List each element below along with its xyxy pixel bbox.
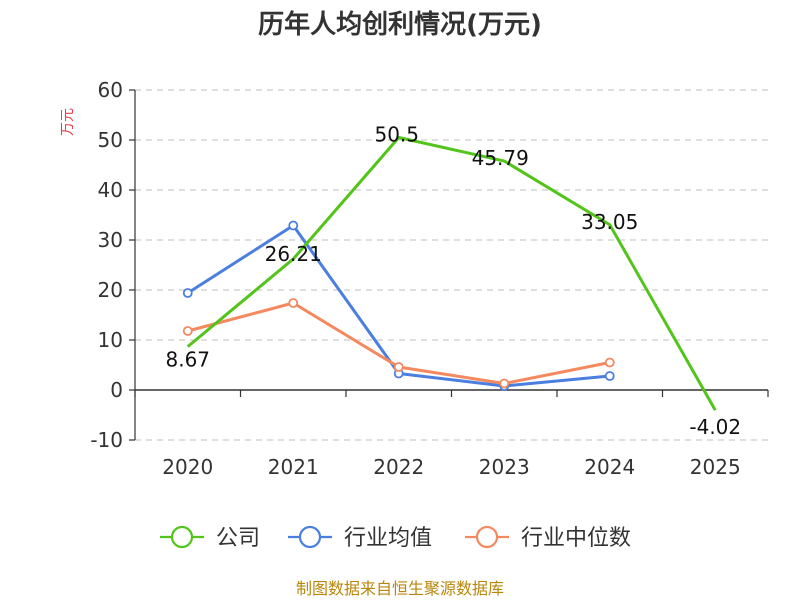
y-tick-label: 40 (98, 178, 123, 202)
data-label: 45.79 (472, 146, 529, 170)
x-tick-label: 2022 (373, 455, 424, 479)
data-point (604, 357, 615, 368)
y-tick-label: 30 (98, 228, 123, 252)
data-point (393, 362, 404, 372)
x-tick-label: 2021 (268, 455, 319, 479)
y-tick-label: 50 (98, 128, 123, 152)
y-tick-label: 20 (98, 278, 123, 302)
legend-label: 公司 (216, 526, 260, 551)
data-point (288, 220, 299, 231)
data-point (182, 288, 193, 298)
data-labels: 8.67 26.21 50.5 45.79 33.05 -4.02 (165, 123, 741, 440)
data-label: 33.05 (581, 210, 638, 234)
y-tick-label: 0 (110, 378, 123, 402)
axes: 60 50 40 30 20 10 0 -10 2020 2021 2022 2023 2024 2025 (90, 78, 769, 479)
y-tick-label: 10 (98, 328, 123, 352)
legend-swatch-marker (298, 525, 322, 549)
x-tick-label: 2024 (584, 455, 635, 479)
series-line-0 (186, 136, 717, 411)
data-label: 8.67 (165, 348, 210, 372)
y-axis-unit: 万元 (60, 108, 76, 136)
legend-swatch-marker (475, 525, 499, 549)
legend-swatch-marker (170, 525, 194, 549)
x-tick-label: 2023 (479, 455, 530, 479)
x-tick-label: 2025 (690, 455, 741, 479)
y-tick-label: 60 (98, 78, 123, 102)
legend-label: 行业中位数 (521, 526, 631, 551)
data-label: 50.5 (374, 123, 419, 147)
series-line-1 (186, 224, 610, 388)
data-point (182, 326, 193, 336)
y-tick-label: -10 (90, 428, 123, 452)
x-tick-label: 2020 (162, 455, 213, 479)
source-note: 制图数据来自恒生聚源数据库 (296, 579, 504, 598)
data-point (288, 298, 299, 308)
data-point (499, 378, 510, 389)
data-point (604, 371, 615, 381)
data-label: -4.02 (689, 415, 741, 439)
legend: 公司 行业均值 行业中位数 (160, 525, 631, 551)
legend-label: 行业均值 (344, 526, 432, 551)
data-label: 26.21 (265, 242, 322, 266)
chart-title: 历年人均创利情况(万元) (258, 9, 542, 40)
series-lines (182, 136, 717, 411)
